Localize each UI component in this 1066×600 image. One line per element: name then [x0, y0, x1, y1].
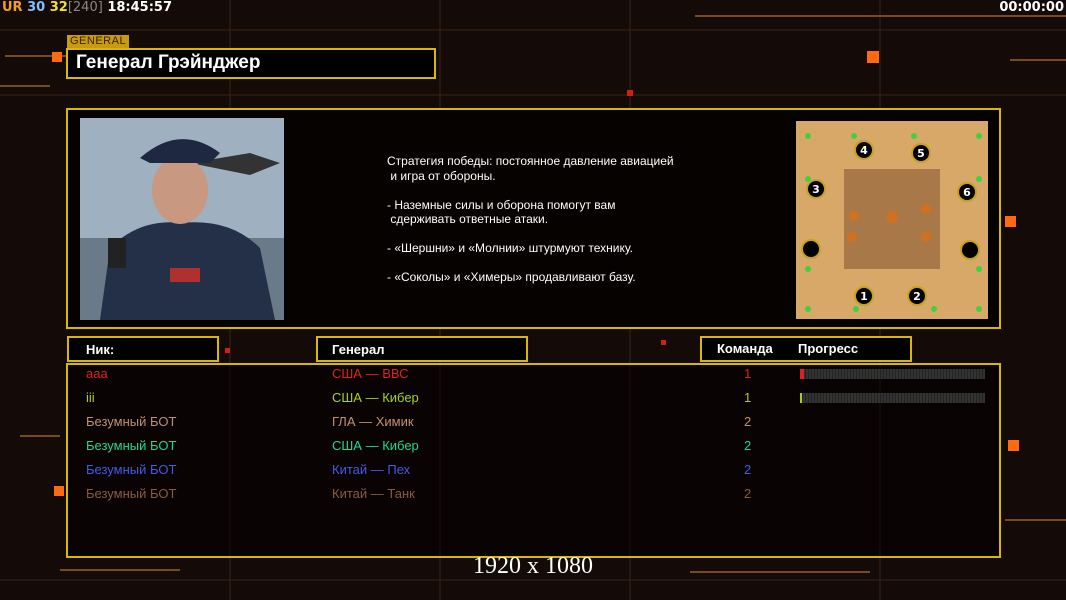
- start-position-5: 5: [917, 147, 925, 160]
- fps-counter: UR 30 32[240] 18:45:57: [2, 0, 172, 15]
- header-general: Генерал: [316, 336, 528, 362]
- fps-value: 30: [27, 0, 46, 15]
- start-position-1: 1: [860, 290, 868, 303]
- player-row: iii США — Кибер 1: [0, 390, 1066, 414]
- start-position-3: 3: [812, 183, 820, 196]
- player-general: Китай — Пех: [332, 462, 411, 477]
- game-timer: 00:00:00: [999, 0, 1064, 15]
- header-team-progress: Команда Прогресс: [700, 336, 912, 362]
- fps-limit: [240]: [67, 0, 103, 15]
- player-nick: iii: [86, 390, 95, 405]
- player-general: США — Кибер: [332, 438, 419, 453]
- player-team: 1: [744, 390, 752, 405]
- player-row: aaa США — ВВС 1: [0, 366, 1066, 390]
- start-position-4: 4: [860, 144, 868, 157]
- player-row: Безумный БОТ Китай — Танк 2: [0, 486, 1066, 510]
- player-nick: Безумный БОТ: [86, 414, 177, 429]
- general-section-label: GENERAL: [67, 35, 130, 48]
- player-team: 2: [744, 414, 752, 429]
- header-progress: Прогресс: [798, 341, 859, 356]
- player-general: Китай — Танк: [332, 486, 415, 501]
- strategy-briefing: Стратегия победы: постоянное давление ав…: [387, 154, 674, 284]
- player-general: США — Кибер: [332, 390, 419, 405]
- player-team: 2: [744, 462, 752, 477]
- player-nick: Безумный БОТ: [86, 486, 177, 501]
- resolution-label: 1920 x 1080: [473, 553, 593, 579]
- player-general: ГЛА — Химик: [332, 414, 414, 429]
- header-team: Команда: [717, 341, 773, 356]
- loading-progress-bar: [800, 393, 985, 403]
- player-team: 2: [744, 486, 752, 501]
- player-row: Безумный БОТ Китай — Пех 2: [0, 462, 1066, 486]
- fps-max: 32: [49, 0, 68, 15]
- clock: 18:45:57: [107, 0, 172, 15]
- start-position-2: 2: [913, 290, 921, 303]
- general-name: Генерал Грэйнджер: [66, 48, 436, 79]
- header-nick: Ник:: [67, 336, 219, 362]
- player-nick: Безумный БОТ: [86, 462, 177, 477]
- player-team: 1: [744, 366, 752, 381]
- ur-label: UR: [2, 0, 23, 15]
- player-row: Безумный БОТ США — Кибер 2: [0, 438, 1066, 462]
- player-row: Безумный БОТ ГЛА — Химик 2: [0, 414, 1066, 438]
- start-position-6: 6: [963, 186, 971, 199]
- player-nick: aaa: [86, 366, 108, 381]
- general-portrait: [80, 118, 284, 320]
- player-team: 2: [744, 438, 752, 453]
- loading-progress-bar: [800, 369, 985, 379]
- minimap: 1 2 3 4 5 6: [794, 119, 990, 321]
- player-general: США — ВВС: [332, 366, 409, 381]
- player-nick: Безумный БОТ: [86, 438, 177, 453]
